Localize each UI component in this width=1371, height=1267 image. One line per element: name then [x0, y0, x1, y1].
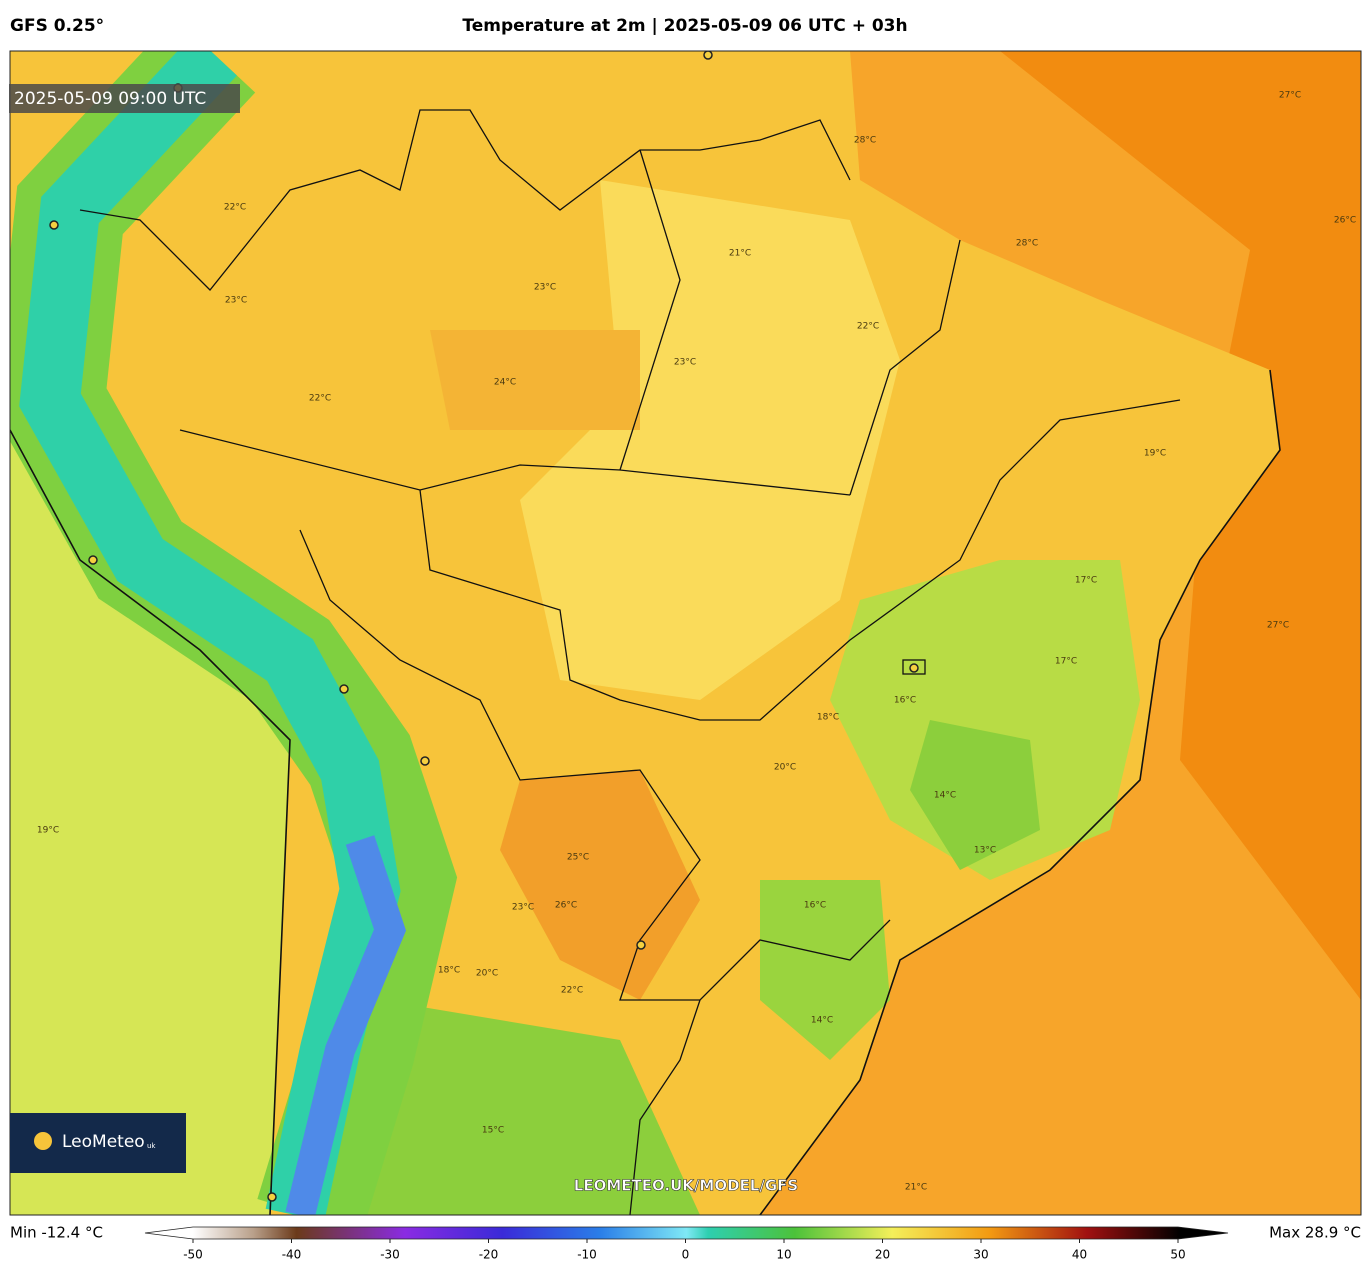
min-label: Min -12.4 °C	[10, 1224, 103, 1242]
contour-label: 28°C	[1016, 239, 1038, 249]
contour-label: 20°C	[774, 763, 796, 773]
contour-label: 23°C	[534, 283, 556, 293]
contour-label: 16°C	[804, 901, 826, 911]
contour-label: 26°C	[555, 901, 577, 911]
contour-label: 15°C	[482, 1126, 504, 1136]
andes	[19, 51, 401, 1215]
colorbar	[144, 1226, 1229, 1240]
contour-label: 19°C	[37, 826, 59, 836]
colorbar-tick-label: 50	[1170, 1248, 1185, 1262]
timestamp-box	[9, 84, 240, 113]
colorbar-tick-label: -10	[577, 1248, 597, 1262]
land-green	[760, 880, 890, 1060]
colorbar-tick-label: 10	[776, 1248, 791, 1262]
contour-label: 13°C	[974, 846, 996, 856]
land-warm	[500, 770, 700, 1000]
contour-label: 23°C	[225, 296, 247, 306]
colorbar-tick-label: 30	[973, 1248, 988, 1262]
colorbar-tick-label: 20	[875, 1248, 890, 1262]
contour-label: 19°C	[1144, 449, 1166, 459]
land-green	[910, 720, 1040, 870]
contour-label: 14°C	[934, 791, 956, 801]
colorbar-tick-label: 0	[682, 1248, 690, 1262]
model-label: GFS 0.25°	[10, 16, 104, 36]
contour-label: 21°C	[729, 249, 751, 259]
contour-label: 18°C	[817, 713, 839, 723]
contour-label: 22°C	[224, 203, 246, 213]
contour-label: 17°C	[1075, 576, 1097, 586]
contour-label: 14°C	[811, 1016, 833, 1026]
colorbar-tick-label: 40	[1072, 1248, 1087, 1262]
pacific	[10, 420, 290, 1215]
borders	[10, 109, 1281, 1215]
contour-label: 22°C	[857, 322, 879, 332]
max-label: Max 28.9 °C	[1269, 1224, 1361, 1242]
contour-label: 22°C	[561, 986, 583, 996]
colorbar-tick-label: -50	[183, 1248, 203, 1262]
contour-label: 16°C	[894, 696, 916, 706]
watermark: LEOMETEO.UK/MODEL/GFS	[574, 1177, 798, 1195]
map: 22°C 23°C 24°C 22°C 23°C 21°C 22°C 23°C 28°C 27°C…	[10, 51, 1361, 1215]
contour-label: 17°C	[1055, 657, 1077, 667]
colorbar-tick-label: -30	[380, 1248, 400, 1262]
contour-label: 20°C	[476, 969, 498, 979]
contour-label: 23°C	[674, 358, 696, 368]
contour-label: 28°C	[854, 136, 876, 146]
contour-label: 24°C	[494, 378, 516, 388]
land-green	[830, 560, 1140, 880]
timestamp: 2025-05-09 09:00 UTC	[14, 89, 206, 109]
logo-suffix: uk	[147, 1142, 156, 1150]
contour-label: 27°C	[1279, 91, 1301, 101]
andes-cold	[285, 835, 407, 1215]
contour-label: 26°C	[1334, 216, 1356, 226]
map-frame	[9, 50, 1362, 1216]
chart-title: Temperature at 2m | 2025-05-09 06 UTC + …	[462, 16, 907, 36]
colorbar-tick-label: -40	[282, 1248, 302, 1262]
logo-name: LeoMeteo	[62, 1132, 145, 1152]
contour-label: 25°C	[567, 853, 589, 863]
contour-label: 21°C	[905, 1183, 927, 1193]
land-warm	[430, 330, 640, 430]
contour-label: 23°C	[512, 903, 534, 913]
warm-ocean	[1000, 51, 1361, 1000]
land-cool	[520, 180, 900, 700]
contour-label: 22°C	[309, 394, 331, 404]
logo-sun	[34, 1132, 52, 1150]
contour-label: 27°C	[1267, 621, 1289, 631]
colorbar-tick-label: -20	[479, 1248, 499, 1262]
contour-label: 18°C	[438, 966, 460, 976]
